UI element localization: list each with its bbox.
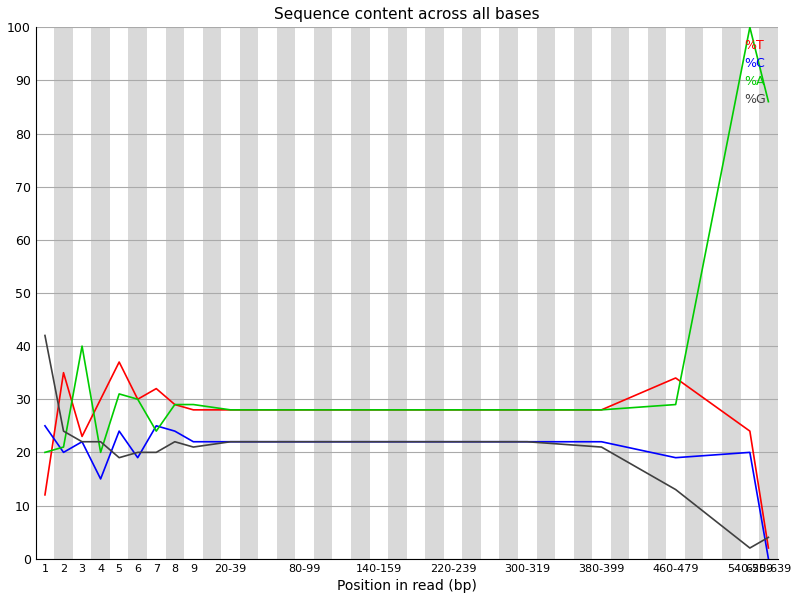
Bar <box>630 27 648 559</box>
Bar <box>110 27 129 559</box>
Bar <box>481 27 499 559</box>
Bar <box>499 27 518 559</box>
Bar <box>703 27 722 559</box>
Bar <box>537 27 555 559</box>
Bar <box>314 27 333 559</box>
Bar <box>221 27 240 559</box>
Bar <box>555 27 574 559</box>
Bar <box>592 27 610 559</box>
Bar <box>685 27 703 559</box>
Bar <box>258 27 277 559</box>
Bar <box>240 27 258 559</box>
Bar <box>277 27 295 559</box>
Bar <box>54 27 73 559</box>
Bar <box>351 27 370 559</box>
Bar <box>388 27 406 559</box>
Bar <box>722 27 741 559</box>
Bar <box>444 27 462 559</box>
Bar <box>610 27 630 559</box>
Bar <box>295 27 314 559</box>
X-axis label: Position in read (bp): Position in read (bp) <box>337 579 477 593</box>
Bar <box>462 27 481 559</box>
Bar <box>666 27 685 559</box>
Bar <box>426 27 444 559</box>
Bar <box>184 27 202 559</box>
Bar <box>406 27 426 559</box>
Legend: %T, %C, %A, %G: %T, %C, %A, %G <box>730 34 771 110</box>
Bar <box>574 27 592 559</box>
Bar <box>166 27 184 559</box>
Bar <box>147 27 166 559</box>
Bar <box>741 27 759 559</box>
Bar <box>129 27 147 559</box>
Bar <box>202 27 221 559</box>
Bar <box>333 27 351 559</box>
Title: Sequence content across all bases: Sequence content across all bases <box>274 7 539 22</box>
Bar <box>91 27 110 559</box>
Bar <box>518 27 537 559</box>
Bar <box>36 27 54 559</box>
Bar <box>759 27 778 559</box>
Bar <box>648 27 666 559</box>
Bar <box>370 27 388 559</box>
Bar <box>73 27 91 559</box>
